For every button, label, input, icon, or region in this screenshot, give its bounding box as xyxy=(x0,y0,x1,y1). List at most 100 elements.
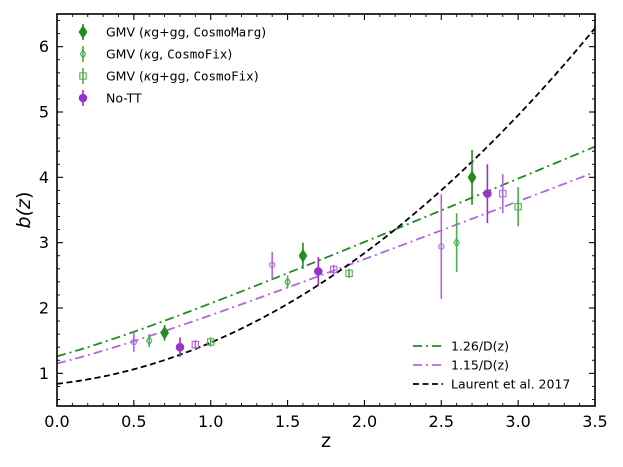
marker-diamond xyxy=(145,335,153,346)
text-part: κ xyxy=(144,47,152,62)
curve-fit-115 xyxy=(57,171,595,365)
legend-label: 1.15/D(z) xyxy=(451,358,509,373)
x-tick-label: 2.5 xyxy=(429,412,454,431)
text-part: CosmoMarg xyxy=(193,25,261,40)
text-part: κ xyxy=(144,69,152,84)
marker-diamond xyxy=(298,248,308,263)
legend-item-fit-115: 1.15/D(z) xyxy=(413,358,509,373)
marker-circle xyxy=(78,93,88,103)
curve-laurent xyxy=(57,27,595,385)
data-points-layer xyxy=(130,149,522,357)
series-no-tt-open-square xyxy=(191,174,507,350)
curves-layer xyxy=(57,27,595,385)
y-tick-label: 4 xyxy=(39,168,49,187)
text-part: g+gg, xyxy=(151,25,193,40)
x-tick-label: 0.5 xyxy=(121,412,146,431)
curve-fit-126 xyxy=(57,145,595,358)
text-part: ) xyxy=(13,192,35,199)
data-point xyxy=(191,340,200,350)
legend-item-laurent: Laurent et al. 2017 xyxy=(413,377,570,392)
text-part: GMV ( xyxy=(106,69,144,84)
marker-diamond xyxy=(453,237,460,248)
series-no-tt-open-circle xyxy=(130,194,445,352)
x-tick-label: 3.5 xyxy=(582,412,607,431)
marker-diamond xyxy=(79,48,87,60)
text-part: CosmoFix xyxy=(167,47,228,62)
x-tick-label: 0.0 xyxy=(44,412,69,431)
text-part: ) xyxy=(227,47,232,62)
legend-label: Laurent et al. 2017 xyxy=(451,377,570,392)
y-tick-label: 5 xyxy=(39,103,49,122)
y-axis-label: b(z) xyxy=(13,192,35,229)
data-point xyxy=(207,337,215,347)
marker-square xyxy=(79,72,87,80)
text-part: ) xyxy=(261,25,266,40)
series-kg-gg-fix xyxy=(207,187,522,347)
data-point xyxy=(269,251,276,278)
text-part: g+gg, xyxy=(151,69,193,84)
marker-circle xyxy=(175,342,185,352)
data-point xyxy=(130,332,138,352)
marker-square xyxy=(329,265,338,274)
x-tick-label: 1.0 xyxy=(198,412,223,431)
legend-upper: GMV (κg+gg, CosmoMarg)GMV (κg, CosmoFix)… xyxy=(78,24,266,106)
text-part: GMV ( xyxy=(106,47,144,62)
marker-square xyxy=(345,269,353,278)
marker-diamond xyxy=(78,24,88,40)
marker-square xyxy=(499,189,507,198)
data-point xyxy=(314,257,323,286)
data-point xyxy=(175,337,185,357)
legend-lower: 1.26/D(z) 1.15/D(z) Laurent et al. 2017 xyxy=(413,339,570,392)
marker-diamond xyxy=(467,170,477,185)
legend-item-fit-126: 1.26/D(z) xyxy=(413,339,509,354)
data-point xyxy=(145,334,153,348)
legend-label: GMV (κg+gg, CosmoFix) xyxy=(106,69,259,84)
data-point xyxy=(514,187,522,227)
marker-circle xyxy=(269,261,276,269)
data-point xyxy=(345,268,353,278)
legend-label: No-TT xyxy=(106,91,142,106)
legend-item-no-tt: No-TT xyxy=(78,90,142,106)
marker-diamond xyxy=(160,325,169,340)
data-point xyxy=(298,242,308,269)
x-tick-label: 1.5 xyxy=(275,412,300,431)
legend-item-kg-gg-fix: GMV (κg+gg, CosmoFix) xyxy=(79,68,259,84)
text-part: g, xyxy=(151,47,167,62)
x-tick-label: 3.0 xyxy=(505,412,530,431)
marker-square xyxy=(207,338,215,346)
data-point xyxy=(329,264,338,275)
marker-square xyxy=(514,203,522,211)
y-tick-label: 2 xyxy=(39,299,49,318)
y-tick-label: 1 xyxy=(39,364,49,383)
data-point xyxy=(284,275,291,289)
y-tick-label: 3 xyxy=(39,233,49,252)
marker-circle xyxy=(130,338,138,346)
text-part: GMV ( xyxy=(106,25,144,40)
data-point xyxy=(483,164,492,224)
text-part: b( xyxy=(13,207,35,228)
marker-circle xyxy=(483,189,492,198)
legend-item-margin: GMV (κg+gg, CosmoMarg) xyxy=(78,24,266,40)
legend-item-kg-fix: GMV (κg, CosmoFix) xyxy=(79,46,232,62)
data-point xyxy=(438,194,445,299)
plot-frame xyxy=(56,13,596,407)
series-margin xyxy=(160,149,477,341)
marker-diamond xyxy=(284,276,291,288)
x-axis-label: z xyxy=(321,430,331,452)
text-part: z xyxy=(13,198,35,210)
y-tick-label: 6 xyxy=(39,37,49,56)
legend-label: GMV (κg+gg, CosmoMarg) xyxy=(106,25,266,40)
series-no-tt xyxy=(175,164,492,357)
data-point xyxy=(160,324,169,341)
marker-circle xyxy=(314,267,323,276)
data-point xyxy=(499,174,507,214)
data-point xyxy=(467,149,477,205)
legend-label: 1.26/D(z) xyxy=(451,339,509,354)
text-part: No-TT xyxy=(106,91,142,106)
text-part: CosmoFix xyxy=(193,69,254,84)
marker-circle xyxy=(438,243,445,250)
text-part: ) xyxy=(254,69,259,84)
marker-square xyxy=(191,340,200,349)
